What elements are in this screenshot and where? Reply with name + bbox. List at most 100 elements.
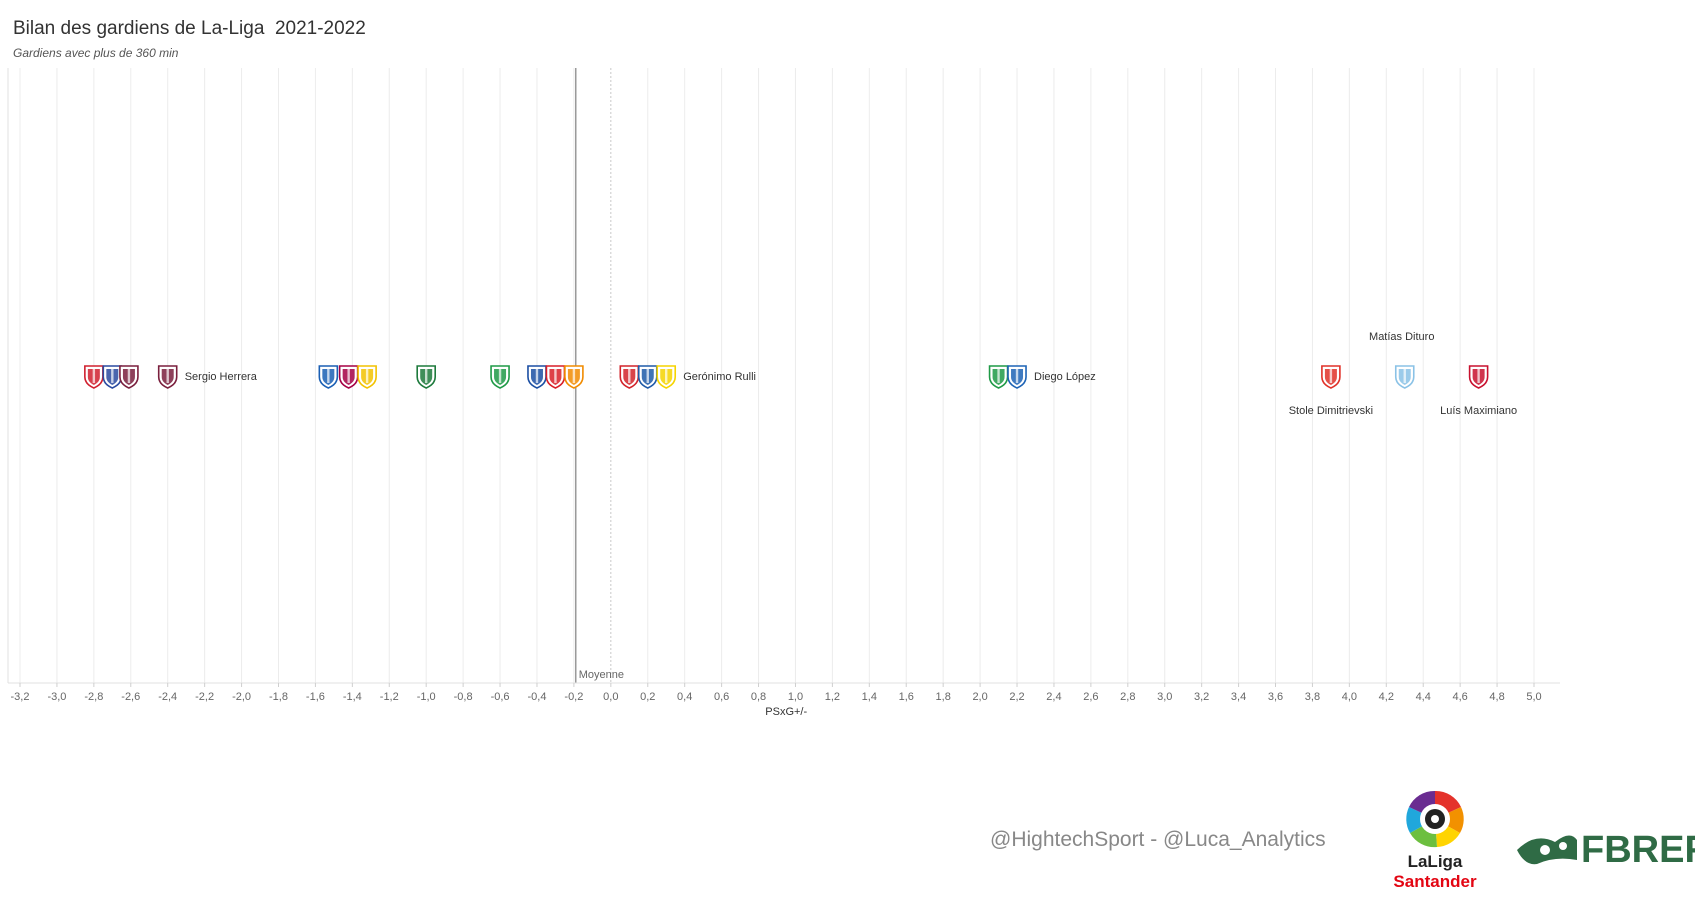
elche-crest-icon [416, 365, 436, 389]
x-tick-label: 3,8 [1305, 691, 1320, 703]
x-tick-label: 5,0 [1526, 691, 1541, 703]
x-tick-label: -1,4 [343, 691, 362, 703]
x-tick-label: 0,8 [751, 691, 766, 703]
crest-stripe [646, 369, 649, 383]
x-tick-label: -2,8 [84, 691, 103, 703]
getafe-crest-icon [318, 365, 339, 389]
x-tick-label: -0,8 [454, 691, 473, 703]
betis-crest-icon [988, 365, 1009, 389]
valencia-crest-icon [564, 365, 584, 389]
sevilla-crest-icon [545, 365, 566, 389]
x-tick-label: -1,0 [417, 691, 436, 703]
cadiz-crest-icon [357, 365, 377, 389]
crest-stripe [365, 369, 369, 383]
crest-stripe [554, 369, 557, 383]
crest-stripe [628, 369, 631, 383]
rayo-vallecano-crest-icon [1321, 365, 1341, 389]
fbref-emblem-icon [1517, 835, 1577, 865]
x-tick-label: 2,0 [972, 691, 987, 703]
x-tick-label: 1,6 [899, 691, 914, 703]
mean-line-label: Moyenne [579, 669, 624, 681]
x-tick-label: -2,4 [158, 691, 177, 703]
x-tick-label: 2,6 [1083, 691, 1098, 703]
x-tick-label: -0,2 [564, 691, 583, 703]
x-tick-label: 0,6 [714, 691, 729, 703]
x-tick-label: -3,0 [47, 691, 66, 703]
levante-crest-icon [119, 365, 139, 389]
mallorca-crest-icon [84, 365, 104, 389]
x-tick-label: 0,2 [640, 691, 655, 703]
alaves-crest-icon [527, 365, 547, 389]
goalkeeper-label: Gerónimo Rulli [683, 371, 756, 383]
x-tick-label: 4,2 [1379, 691, 1394, 703]
goalkeeper-label: Sergio Herrera [185, 371, 258, 383]
goalkeeper-label: Matías Dituro [1369, 331, 1434, 343]
x-tick-label: 2,4 [1046, 691, 1061, 703]
x-tick-label: 4,6 [1452, 691, 1467, 703]
x-tick-label: 2,2 [1009, 691, 1024, 703]
atletico-madrid-crest-icon [102, 365, 123, 389]
villarreal-crest-icon [656, 365, 677, 389]
crest-stripe [424, 369, 428, 383]
crest-stripe [535, 369, 539, 383]
chart-subtitle: Gardiens avec plus de 360 min [13, 46, 179, 60]
crest-stripe [572, 369, 576, 383]
x-tick-label: -0,6 [491, 691, 510, 703]
x-tick-label: -1,8 [269, 691, 288, 703]
data-points [84, 365, 1489, 389]
crest-stripe [1329, 369, 1333, 383]
betis-crest-icon [490, 365, 510, 389]
x-tick-label: 1,0 [788, 691, 803, 703]
x-tick-label: 1,8 [936, 691, 951, 703]
crest-stripe [127, 369, 131, 383]
celta-vigo-crest-icon [1394, 365, 1415, 389]
grid-lines [7, 68, 1535, 683]
crest-stripe [111, 369, 114, 383]
crest-stripe [665, 369, 668, 383]
goalkeeper-label: Diego López [1034, 371, 1096, 383]
crest-stripe [92, 369, 96, 383]
credit-text: @HightechSport - @Luca_Analytics [990, 828, 1326, 851]
barcelona-crest-icon [338, 365, 359, 389]
levante-crest-icon [157, 365, 178, 389]
x-tick-label: 0,4 [677, 691, 692, 703]
x-tick-label: -1,2 [380, 691, 399, 703]
x-tick-label: 1,4 [862, 691, 877, 703]
x-tick-label: 4,8 [1489, 691, 1504, 703]
laliga-logo-line1: LaLiga [1408, 852, 1463, 871]
x-tick-label: 4,0 [1342, 691, 1357, 703]
crest-stripe [1477, 369, 1480, 383]
x-tick-label: -3,2 [11, 691, 30, 703]
x-axis: -3,2 -3,0 -2,8 -2,6 -2,4 -2,2 -2,0 -1,8 -1,6 -1,4… [8, 682, 1560, 703]
laliga-logo: LaLiga Santander [1393, 790, 1477, 891]
crest-stripe [997, 369, 1000, 383]
x-tick-label: 4,4 [1416, 691, 1431, 703]
point-labels: Sergio Herrera Gerónimo Rulli Diego López S… [185, 331, 1517, 417]
laliga-logo-line2: Santander [1393, 872, 1477, 891]
fbref-logo: FBREF [1517, 829, 1695, 870]
athletic-club-crest-icon [619, 365, 640, 389]
x-tick-label: -2,0 [232, 691, 251, 703]
x-tick-label: 1,2 [825, 691, 840, 703]
crest-stripe [1403, 369, 1406, 383]
granada-crest-icon [1468, 365, 1489, 389]
fbref-logo-text: FBREF [1581, 829, 1695, 870]
x-tick-label: 3,2 [1194, 691, 1209, 703]
crest-stripe [327, 369, 330, 383]
x-tick-label: -1,6 [306, 691, 325, 703]
crest-stripe [347, 369, 350, 383]
crest-stripe [1015, 369, 1019, 383]
x-tick-label: 2,8 [1120, 691, 1135, 703]
laliga-emblem-icon [1406, 790, 1464, 848]
x-axis-label: PSxG+/- [765, 706, 807, 718]
chart-title: Bilan des gardiens de La-Liga 2021-2022 [13, 18, 366, 39]
x-tick-label: -2,2 [195, 691, 214, 703]
x-tick-label: 3,0 [1157, 691, 1172, 703]
x-tick-label: 0,0 [603, 691, 618, 703]
goalkeeper-label: Luís Maximiano [1440, 405, 1517, 417]
goalkeeper-label: Stole Dimitrievski [1289, 405, 1373, 417]
real-sociedad-crest-icon [637, 365, 658, 389]
crest-stripe [166, 369, 169, 383]
x-tick-label: 3,6 [1268, 691, 1283, 703]
x-tick-label: -2,6 [121, 691, 140, 703]
